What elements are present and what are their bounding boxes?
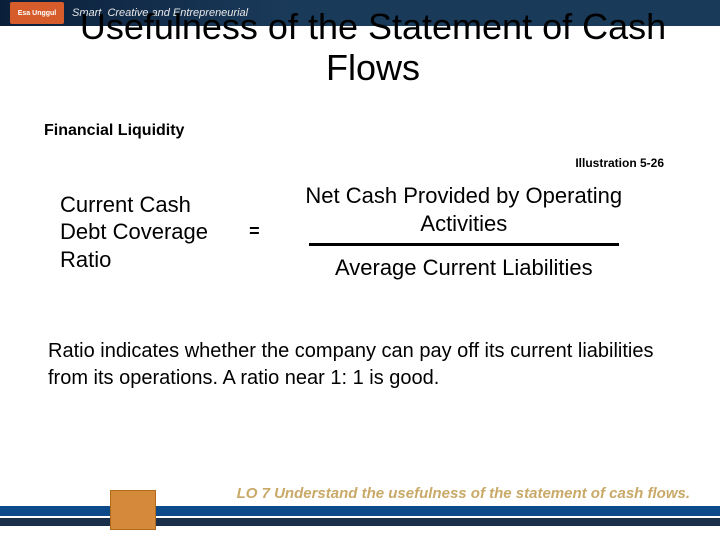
learning-objective: LO 7 Understand the usefulness of the st… [0,485,720,502]
fraction: Net Cash Provided by Operating Activitie… [268,182,660,282]
fraction-denominator: Average Current Liabilities [335,252,593,282]
formula-block: Current Cash Debt Coverage Ratio = Net C… [60,182,660,282]
fraction-bar [309,243,619,246]
slide: Esa Unggul Smart, Creative and Entrepren… [0,0,720,540]
equals-sign: = [249,221,260,242]
body-paragraph: Ratio indicates whether the company can … [48,338,660,392]
bottom-accent-block [110,490,156,530]
ratio-name: Current Cash Debt Coverage Ratio [60,191,247,274]
fraction-numerator: Net Cash Provided by Operating Activitie… [268,182,660,241]
slide-title: Usefulness of the Statement of Cash Flow… [56,6,690,89]
section-subheading: Financial Liquidity [44,122,184,140]
bottom-bar-dark [0,518,720,526]
bottom-bar-blue [0,506,720,516]
illustration-label: Illustration 5-26 [575,156,664,170]
